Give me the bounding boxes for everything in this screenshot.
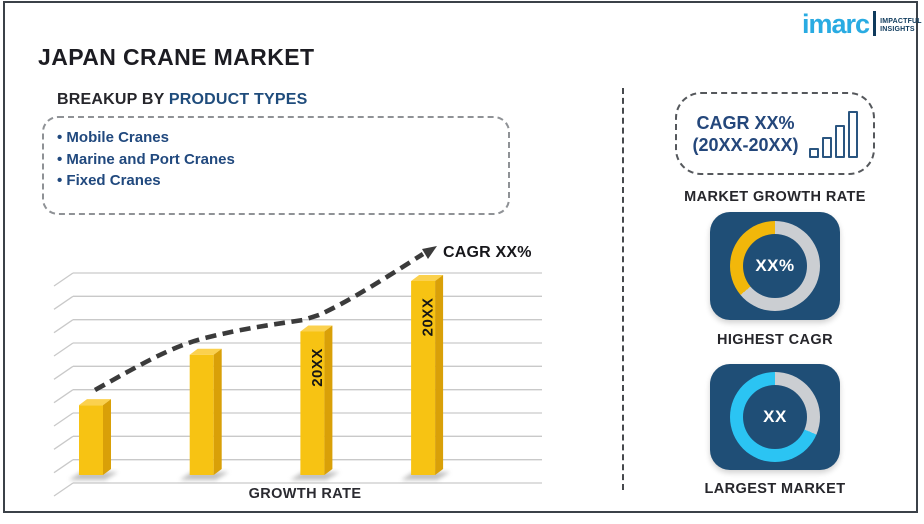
imarc-logo-text: imarc bbox=[802, 9, 870, 39]
product-type-item: Mobile Cranes bbox=[57, 127, 508, 149]
gridline-riser bbox=[53, 459, 74, 474]
highest-cagr-donut: XX% bbox=[730, 221, 820, 311]
breakup-heading-prefix: BREAKUP BY bbox=[57, 91, 165, 108]
logo-divider bbox=[873, 11, 877, 36]
largest-market-donut: XX bbox=[730, 372, 820, 462]
chart-bar: 20XX bbox=[290, 325, 340, 480]
bar-front bbox=[189, 354, 214, 475]
bar-year-label: 20XX bbox=[420, 298, 437, 337]
gridline-riser bbox=[53, 272, 74, 287]
highest-cagr-tile: XX% bbox=[710, 212, 840, 320]
gridline-riser bbox=[53, 435, 74, 450]
largest-market-value: XX bbox=[763, 407, 787, 426]
bar-chart-icon-bar bbox=[847, 110, 858, 158]
trend-arrowhead bbox=[422, 246, 437, 259]
bar-year-label: 20XX bbox=[309, 348, 326, 387]
highest-cagr-label: HIGHEST CAGR bbox=[717, 332, 833, 348]
product-types-list: Mobile CranesMarine and Port CranesFixed… bbox=[57, 127, 508, 192]
bar-chart-icon-bar bbox=[808, 147, 819, 158]
bar-side bbox=[213, 348, 222, 475]
highest-cagr-value: XX% bbox=[755, 256, 795, 275]
bar-side bbox=[435, 275, 444, 475]
bar-chart-icon-bar bbox=[821, 136, 832, 158]
bar-front bbox=[300, 331, 325, 475]
page-title: JAPAN CRANE MARKET bbox=[38, 44, 315, 70]
logo-tagline: IMPACTFUL INSIGHTS bbox=[880, 18, 922, 37]
cagr-pill-line2: (20XX-20XX) bbox=[692, 134, 799, 155]
cagr-pill: CAGR XX% (20XX-20XX) bbox=[675, 92, 875, 175]
gridline-riser bbox=[53, 412, 74, 427]
gridline-riser bbox=[53, 319, 74, 334]
product-type-item: Fixed Cranes bbox=[57, 170, 508, 192]
gridline-riser bbox=[53, 389, 74, 404]
donut-hole: XX bbox=[743, 385, 807, 449]
largest-market-label: LARGEST MARKET bbox=[704, 481, 846, 497]
gridline-riser bbox=[53, 295, 74, 310]
cagr-pill-text: CAGR XX% (20XX-20XX) bbox=[692, 112, 798, 156]
bar-top bbox=[189, 348, 222, 355]
bar-side bbox=[324, 325, 333, 475]
bar-chart-icon-bar bbox=[834, 124, 845, 158]
trend-line bbox=[93, 252, 425, 393]
imarc-logo: imarc IMPACTFUL INSIGHTS bbox=[802, 9, 922, 39]
product-types-box: Mobile CranesMarine and Port CranesFixed… bbox=[42, 116, 510, 215]
breakup-heading-highlight: PRODUCT TYPES bbox=[168, 91, 308, 108]
cagr-annotation: CAGR XX% bbox=[443, 244, 532, 261]
logo-tagline-line2: INSIGHTS bbox=[880, 26, 915, 33]
bar-chart-icon bbox=[808, 110, 858, 158]
largest-market-tile: XX bbox=[710, 364, 840, 470]
bar-top bbox=[79, 399, 111, 406]
logo-tagline-line1: IMPACTFUL bbox=[880, 18, 922, 25]
chart-x-label: GROWTH RATE bbox=[248, 486, 362, 502]
bar-top bbox=[300, 325, 333, 332]
donut-hole: XX% bbox=[743, 234, 807, 298]
gridline-riser bbox=[53, 342, 74, 357]
bar-side bbox=[103, 399, 111, 475]
bar-front bbox=[79, 405, 103, 475]
bar-chart: 20XX 20XX bbox=[53, 246, 542, 497]
gridline-riser bbox=[53, 365, 74, 380]
sidebar: CAGR XX% (20XX-20XX) MARKET GROWTH RATE … bbox=[630, 0, 920, 524]
product-type-item: Marine and Port Cranes bbox=[57, 149, 508, 171]
gridline-riser bbox=[53, 482, 74, 497]
growth-chart: 20XX 20XX CAGR XX% GROWTH RATE bbox=[45, 233, 565, 508]
chart-bar bbox=[69, 399, 118, 480]
vertical-divider bbox=[622, 88, 624, 490]
market-growth-rate-label: MARKET GROWTH RATE bbox=[684, 189, 866, 205]
breakup-heading: BREAKUP BY PRODUCT TYPES bbox=[57, 91, 308, 109]
bar-front bbox=[411, 281, 436, 475]
border-frame bbox=[3, 1, 918, 513]
chart-bar: 20XX bbox=[401, 275, 451, 480]
chart-bar bbox=[179, 348, 229, 480]
bar-top bbox=[411, 275, 444, 281]
cagr-pill-line1: CAGR XX% bbox=[696, 112, 795, 133]
